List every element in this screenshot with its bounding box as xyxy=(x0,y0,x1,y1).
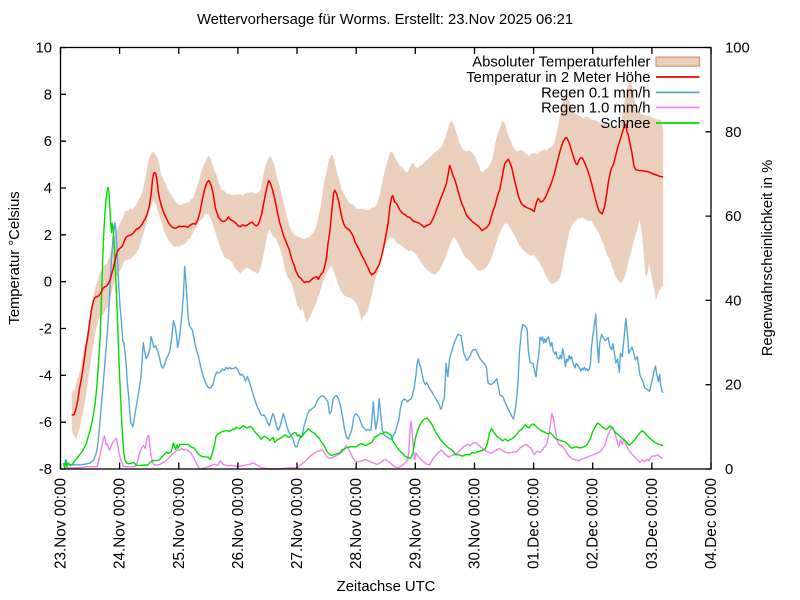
svg-text:25.Nov 00:00: 25.Nov 00:00 xyxy=(171,478,188,569)
svg-text:6: 6 xyxy=(44,134,52,150)
svg-text:29.Nov 00:00: 29.Nov 00:00 xyxy=(407,478,424,569)
svg-text:24.Nov 00:00: 24.Nov 00:00 xyxy=(112,478,129,569)
svg-text:-6: -6 xyxy=(39,415,52,431)
svg-text:Zeitachse UTC: Zeitachse UTC xyxy=(337,579,436,595)
svg-text:Regen 0.1 mm/h: Regen 0.1 mm/h xyxy=(541,85,650,101)
svg-text:30.Nov 00:00: 30.Nov 00:00 xyxy=(467,478,484,569)
svg-text:28.Nov 00:00: 28.Nov 00:00 xyxy=(348,478,365,569)
svg-text:40: 40 xyxy=(725,293,741,309)
svg-text:-8: -8 xyxy=(39,462,52,478)
svg-text:Absoluter Temperaturfehler: Absoluter Temperaturfehler xyxy=(472,55,650,71)
svg-text:26.Nov 00:00: 26.Nov 00:00 xyxy=(230,478,247,569)
svg-text:Regenwahrscheinlichkeit in %: Regenwahrscheinlichkeit in % xyxy=(760,160,776,357)
svg-text:Schnee: Schnee xyxy=(600,116,650,132)
svg-text:Temperatur in 2 Meter Höhe: Temperatur in 2 Meter Höhe xyxy=(466,70,650,86)
svg-text:02.Dec 00:00: 02.Dec 00:00 xyxy=(585,478,602,569)
svg-text:Temperatur °Celsius: Temperatur °Celsius xyxy=(7,191,23,324)
svg-text:-2: -2 xyxy=(39,322,52,338)
svg-text:20: 20 xyxy=(725,378,741,394)
svg-text:-4: -4 xyxy=(39,368,52,384)
svg-text:04.Dec 00:00: 04.Dec 00:00 xyxy=(703,478,720,569)
svg-text:0: 0 xyxy=(725,462,733,478)
svg-text:80: 80 xyxy=(725,125,741,141)
svg-text:Wettervorhersage für Worms. Er: Wettervorhersage für Worms. Erstellt: 23… xyxy=(197,12,573,28)
svg-text:Regen 1.0 mm/h: Regen 1.0 mm/h xyxy=(541,101,650,117)
svg-text:8: 8 xyxy=(44,87,52,103)
svg-text:0: 0 xyxy=(44,275,52,291)
svg-text:10: 10 xyxy=(36,41,52,57)
svg-text:60: 60 xyxy=(725,209,741,225)
svg-text:01.Dec 00:00: 01.Dec 00:00 xyxy=(526,478,543,569)
svg-text:2: 2 xyxy=(44,228,52,244)
svg-text:27.Nov 00:00: 27.Nov 00:00 xyxy=(289,478,306,569)
svg-text:100: 100 xyxy=(725,41,750,57)
svg-text:03.Dec 00:00: 03.Dec 00:00 xyxy=(644,478,661,569)
svg-text:4: 4 xyxy=(44,181,52,197)
svg-text:23.Nov 00:00: 23.Nov 00:00 xyxy=(53,478,70,569)
